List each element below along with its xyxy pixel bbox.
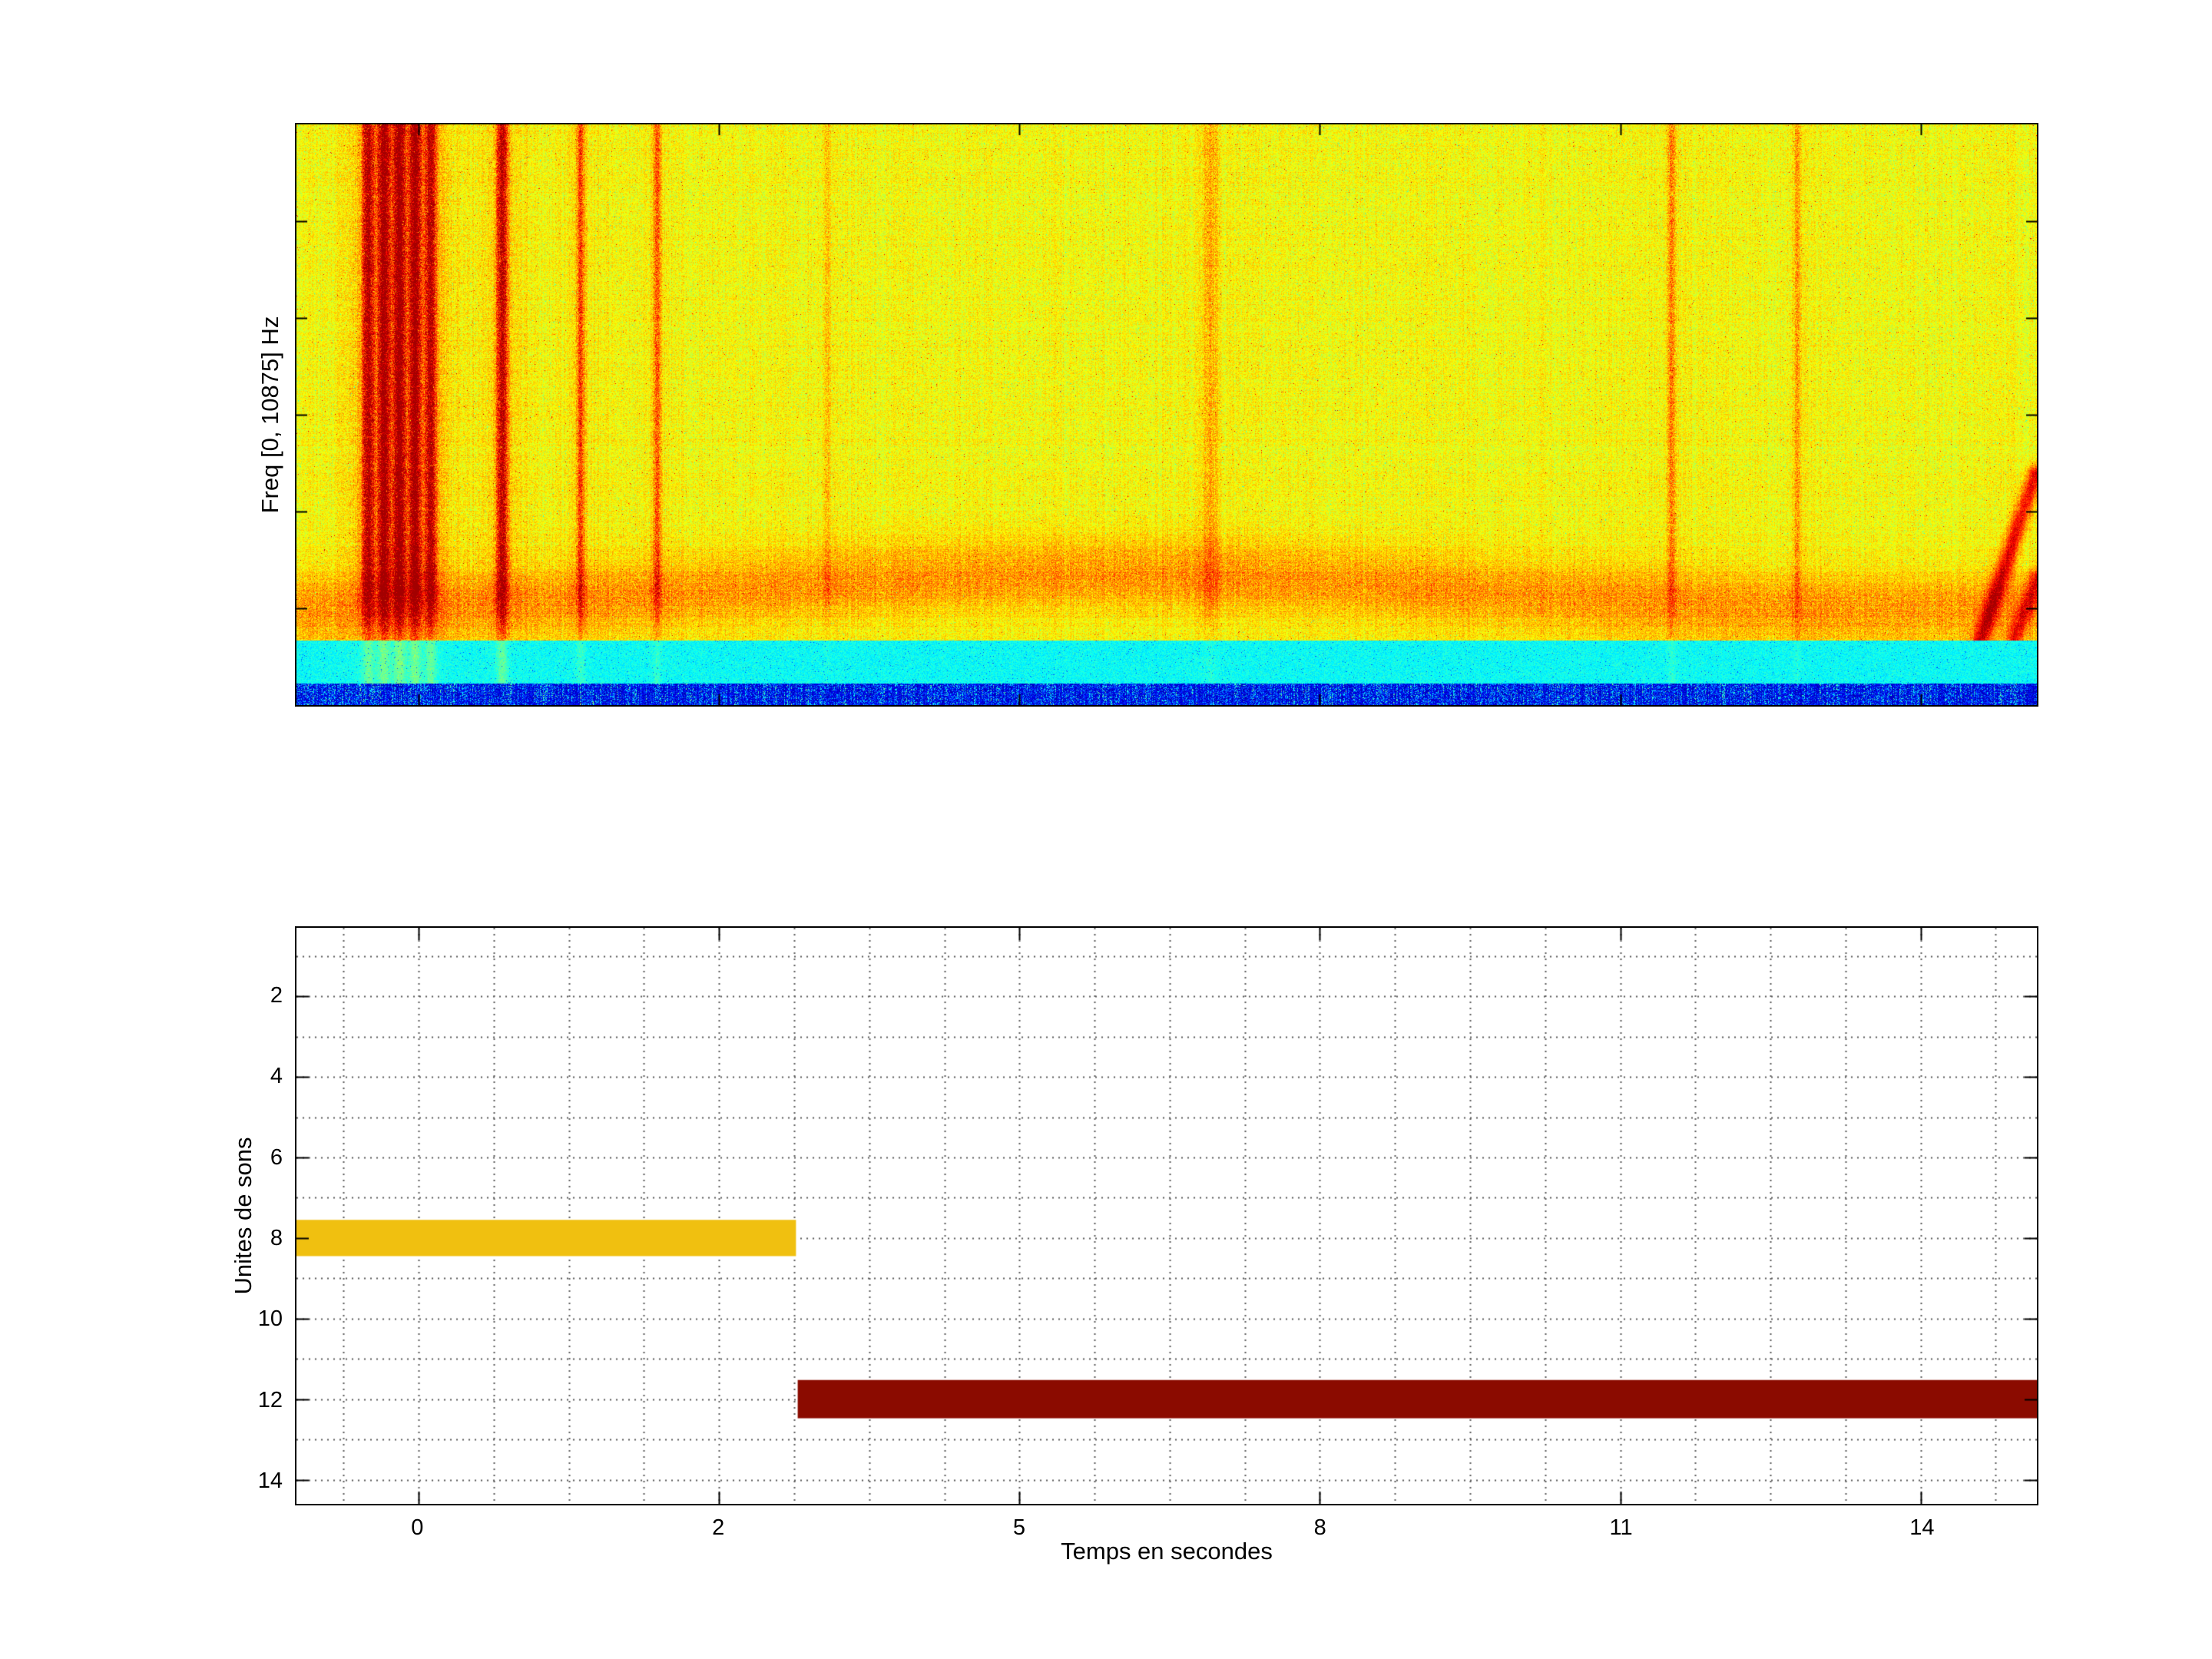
spectrogram-plot [295, 123, 2038, 707]
x-tick-label: 5 [1012, 1515, 1026, 1540]
y-tick-label: 10 [257, 1306, 283, 1332]
y-tick-label: 4 [270, 1064, 283, 1089]
y-tick-label: 2 [270, 982, 283, 1008]
spectrogram-canvas [296, 124, 2037, 705]
x-tick-label: 2 [712, 1515, 725, 1540]
timeline-canvas [296, 928, 2037, 1504]
x-tick-label: 0 [411, 1515, 424, 1540]
spectrogram-ylabel: Freq [0, 10875] Hz [257, 316, 283, 514]
timeline-plot [295, 926, 2038, 1505]
timeline-xlabel: Temps en secondes [1061, 1538, 1273, 1565]
x-tick-label: 8 [1313, 1515, 1326, 1540]
x-tick-label: 11 [1609, 1515, 1633, 1540]
y-tick-label: 14 [257, 1469, 283, 1494]
y-tick-label: 6 [270, 1144, 283, 1170]
x-tick-label: 14 [1909, 1515, 1935, 1540]
y-tick-label: 8 [270, 1226, 283, 1250]
y-tick-label: 12 [257, 1387, 283, 1412]
